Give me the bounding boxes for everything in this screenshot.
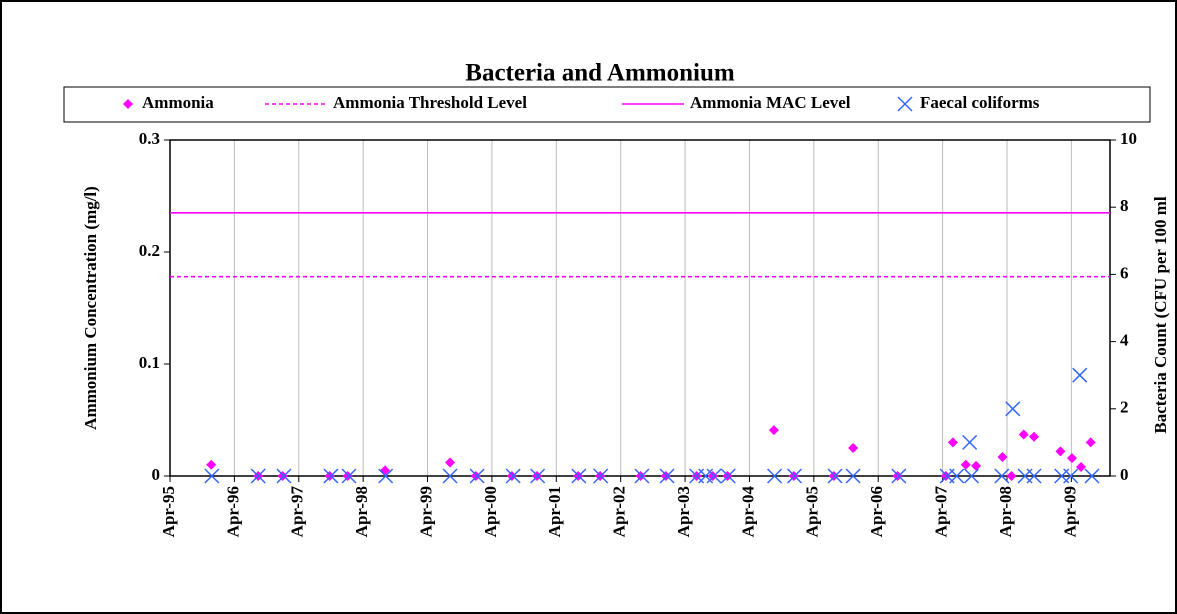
point [768, 425, 779, 436]
y-tick-label: 0 [152, 465, 161, 484]
point [342, 471, 353, 481]
x-tick-label: Apr-04 [738, 486, 757, 538]
y-tick-label: 0.1 [139, 353, 160, 372]
x-tick-label: Apr-03 [674, 486, 693, 537]
point [971, 460, 982, 471]
x-tick-label: Apr-02 [610, 486, 629, 537]
legend-marker [123, 99, 133, 109]
y2-tick-label: 6 [1120, 263, 1129, 282]
point [206, 459, 217, 470]
point [949, 468, 965, 484]
x-tick-label: Apr-05 [803, 486, 822, 537]
point [442, 468, 458, 484]
point [891, 468, 907, 484]
point [571, 468, 587, 484]
point [470, 471, 481, 481]
point [892, 471, 903, 481]
legend-box [63, 86, 1151, 123]
y2-tick-label: 2 [1120, 398, 1129, 417]
point [530, 468, 546, 484]
x-tick-label: Apr-00 [481, 486, 500, 537]
point [960, 459, 971, 470]
y2-axis-label: Bacteria Count (CFU per 100 ml [1151, 196, 1170, 433]
point [1005, 401, 1021, 417]
x-tick-label: Apr-01 [545, 486, 564, 537]
point [994, 468, 1010, 484]
y-tick-label: 0.3 [139, 129, 160, 148]
point [324, 471, 335, 481]
point [659, 468, 675, 484]
y2-tick-label: 0 [1120, 465, 1129, 484]
point [827, 468, 843, 484]
point [277, 471, 288, 481]
x-tick-label: Apr-95 [159, 486, 178, 537]
y2-tick-label: 4 [1120, 331, 1129, 350]
x-tick-label: Apr-06 [867, 486, 886, 537]
point [845, 468, 861, 484]
legend-label: Ammonia MAC Level [690, 93, 851, 112]
y2-tick-label: 10 [1120, 129, 1137, 148]
point [1026, 468, 1042, 484]
chart-title: Bacteria and Ammonium [465, 60, 735, 87]
point [505, 468, 521, 484]
point [1029, 431, 1040, 442]
point [720, 468, 736, 484]
point [1076, 462, 1087, 473]
x-tick-label: Apr-97 [288, 486, 307, 538]
point [445, 457, 456, 468]
point [378, 468, 394, 484]
x-tick-label: Apr-09 [1060, 486, 1079, 537]
y-axis-label: Ammonium Concentration (mg/l) [81, 186, 100, 430]
point [204, 468, 220, 484]
x-tick-label: Apr-99 [416, 486, 435, 537]
legend-label: Ammonia [142, 93, 214, 112]
point [962, 434, 978, 450]
point [1055, 446, 1066, 457]
x-tick-label: Apr-08 [996, 486, 1015, 537]
point [469, 468, 485, 484]
y-tick-label: 0.2 [139, 241, 160, 260]
point [940, 471, 951, 481]
point [1067, 453, 1078, 464]
point [706, 468, 722, 484]
point [828, 471, 839, 481]
point [786, 468, 803, 484]
point [250, 468, 266, 484]
point [660, 471, 671, 481]
point [767, 468, 783, 484]
point [1085, 437, 1096, 448]
point [341, 468, 357, 484]
point [635, 471, 646, 481]
point [323, 468, 339, 484]
x-tick-label: Apr-96 [223, 486, 242, 537]
point [634, 468, 650, 484]
x-tick-label: Apr-98 [352, 486, 371, 537]
point [506, 471, 517, 481]
point [593, 468, 609, 484]
legend-label: Ammonia Threshold Level [333, 93, 527, 112]
legend-marker [897, 96, 913, 112]
point [997, 451, 1008, 462]
point [964, 468, 980, 484]
point [1018, 429, 1029, 440]
point [707, 471, 718, 481]
point [1063, 468, 1079, 484]
point [1072, 367, 1088, 383]
point [1084, 468, 1100, 484]
y2-tick-label: 8 [1120, 196, 1129, 215]
legend-label: Faecal coliforms [920, 93, 1040, 112]
x-tick-label: Apr-07 [932, 486, 951, 538]
point [947, 437, 958, 448]
point [276, 468, 292, 484]
point [848, 443, 859, 453]
point [1006, 471, 1017, 481]
